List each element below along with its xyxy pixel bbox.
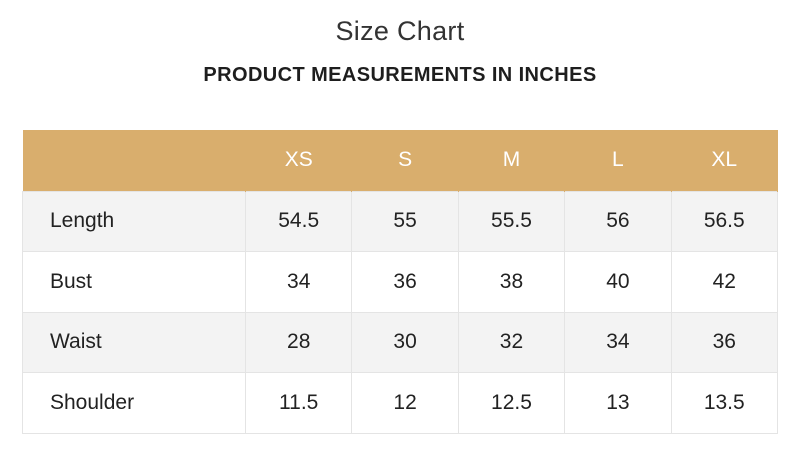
table-cell: 38 (457, 251, 566, 313)
table-cell: 32 (457, 311, 566, 373)
table-row-waist: Waist 28 30 32 34 36 (22, 311, 778, 373)
table-cell: 55 (351, 190, 459, 252)
table-cell: 28 (244, 311, 353, 373)
header-corner-cell (22, 130, 246, 191)
table-cell: 54.5 (244, 190, 353, 252)
table-cell: 13.5 (670, 372, 778, 434)
header-size-xl: XL (671, 130, 778, 191)
table-row-bust: Bust 34 36 38 40 42 (22, 251, 778, 313)
table-cell: 12 (351, 372, 459, 434)
header-size-s: S (351, 130, 459, 191)
table-row-shoulder: Shoulder 11.5 12 12.5 13 13.5 (22, 372, 778, 434)
table-cell: 55.5 (457, 190, 566, 252)
header-size-l: L (564, 130, 672, 191)
table-cell: 12.5 (457, 372, 566, 434)
table-cell: 40 (564, 251, 672, 313)
table-cell: 36 (351, 251, 459, 313)
table-cell: 11.5 (244, 372, 353, 434)
table-cell: 42 (670, 251, 778, 313)
size-chart-table: XS S M L XL Length 54.5 55 55.5 56 56.5 … (22, 130, 778, 434)
table-cell: 34 (244, 251, 353, 313)
table-cell: 34 (564, 311, 672, 373)
page-title: Size Chart (335, 16, 465, 46)
header-size-m: M (458, 130, 566, 191)
table-cell: 56.5 (670, 190, 778, 252)
row-label: Length (22, 190, 246, 252)
table-cell: 56 (564, 190, 672, 252)
table-row-length: Length 54.5 55 55.5 56 56.5 (22, 190, 778, 252)
table-cell: 13 (564, 372, 672, 434)
row-label: Shoulder (22, 372, 246, 434)
table-cell: 36 (670, 311, 778, 373)
row-label: Bust (22, 251, 246, 313)
table-cell: 30 (351, 311, 459, 373)
row-label: Waist (22, 311, 246, 373)
header-size-xs: XS (245, 130, 353, 191)
page-subtitle: PRODUCT MEASUREMENTS IN INCHES (203, 64, 597, 86)
table-header-row: XS S M L XL (22, 130, 778, 191)
